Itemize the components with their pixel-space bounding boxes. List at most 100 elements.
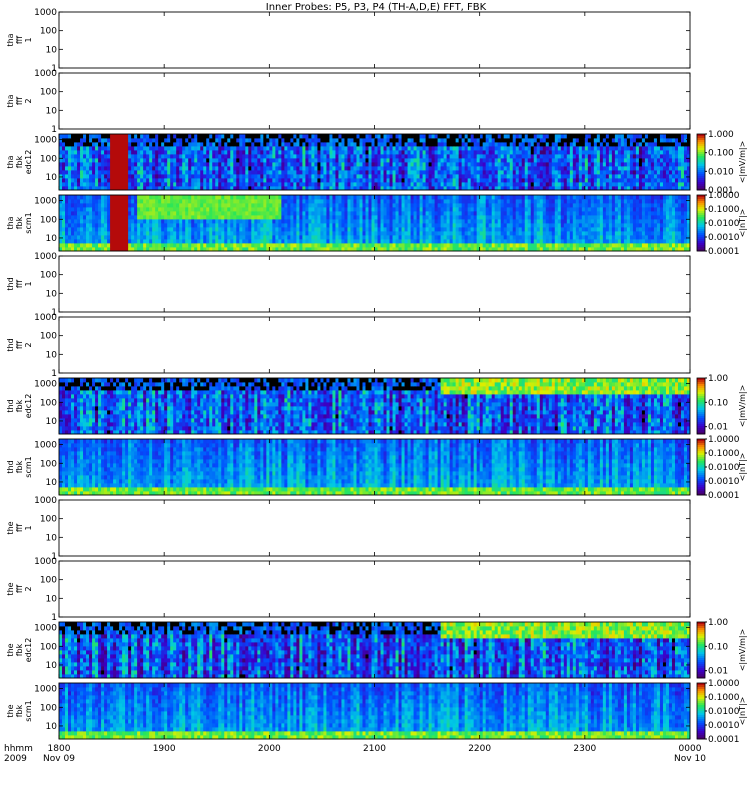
spectrogram-cell [662,223,667,228]
spectrogram-cell [575,166,580,171]
spectrogram-cell [116,146,120,151]
spectrogram-cell [326,134,330,139]
spectrogram-cell [662,142,667,147]
spectrogram-cell [362,134,366,139]
colorbar-swatch [697,134,705,137]
spectrogram-cell [590,174,595,179]
spectrogram-cell [545,186,550,191]
spectrogram-cell [608,154,613,159]
spectrogram-cell [563,239,568,244]
spectrogram-cell [623,227,628,232]
spectrogram-cell [671,174,676,179]
spectrogram-cell [248,170,252,175]
spectrogram-cell [113,134,117,139]
spectrogram-cell [167,146,171,151]
spectrogram-cell [518,223,523,228]
spectrogram-cell [101,154,105,159]
spectrogram-cell [632,146,637,151]
spectrogram-cell [248,146,252,151]
spectrogram-cell [260,239,264,244]
spectrogram-cell [59,211,63,216]
spectrogram-cell [668,239,673,244]
spectrogram-cell [503,146,508,151]
spectrogram-cell [275,227,279,232]
spectrogram-cell [122,162,126,167]
spectrogram-cell [623,219,628,224]
spectrogram-cell [119,162,123,167]
spectrogram-cell [281,235,285,240]
spectrogram-cell [149,146,153,151]
spectrogram-cell [608,170,613,175]
spectrogram-cell [530,138,535,143]
spectrogram-cell [146,247,150,252]
spectrogram-cell [647,170,652,175]
spectrogram-cell [464,150,469,155]
spectrogram-cell [593,186,598,191]
spectrogram-cell [521,223,526,228]
spectrogram-cell [410,223,414,228]
spectrogram-cell [134,182,138,187]
spectrogram-cell [269,178,273,183]
spectrogram-cell [479,142,484,147]
spectrogram-cell [386,166,390,171]
spectrogram-cell [566,227,571,232]
spectrogram-cell [443,219,448,224]
spectrogram-cell [641,178,646,183]
spectrogram-cell [239,235,243,240]
spectrogram-cell [110,239,114,244]
spectrogram-cell [92,182,96,187]
spectrogram-cell [512,158,517,163]
spectrogram-cell [335,134,339,139]
spectrogram-cell [161,146,165,151]
spectrogram-cell [392,235,396,240]
spectrogram-cell [131,231,135,236]
spectrogram-cell [272,182,276,187]
spectrogram-cell [335,158,339,163]
spectrogram-cell [518,170,523,175]
spectrogram-cell [425,170,429,175]
spectrogram-cell [173,138,177,143]
spectrogram-cell [350,146,354,151]
spectrogram-cell [674,166,679,171]
spectrogram-cell [581,166,586,171]
spectrogram-cell [467,178,472,183]
spectrogram-cell [368,146,372,151]
spectrogram-cell [413,134,417,139]
spectrogram-cell [617,158,622,163]
spectrogram-cell [533,243,538,248]
spectrogram-cell [656,223,661,228]
spectrogram-cell [92,174,96,179]
spectrogram-cell [653,142,658,147]
spectrogram-cell [431,227,435,232]
spectrogram-cell [302,227,306,232]
spectrogram-cell [479,154,484,159]
spectrogram-cell [440,170,444,175]
spectrogram-cell [227,223,231,228]
spectrogram-cell [131,223,135,228]
spectrogram-cell [560,150,565,155]
spectrogram-cell [296,170,300,175]
spectrogram-cell [116,211,120,216]
spectrogram-cell [566,154,571,159]
spectrogram-cell [251,134,255,139]
spectrogram-cell [674,178,679,183]
spectrogram-cell [491,182,496,187]
spectrogram-cell [551,162,556,167]
spectrogram-cell [131,166,135,171]
spectrogram-cell [428,154,432,159]
spectrogram-cell [233,162,237,167]
spectrogram-cell [335,186,339,191]
spectrogram-cell [173,178,177,183]
spectrogram-cell [158,235,162,240]
spectrogram-cell [347,142,351,147]
spectrogram-cell [215,243,219,248]
spectrogram-cell [455,162,460,167]
spectrogram-cell [404,166,408,171]
spectrogram-cell [650,138,655,143]
colorbar-swatch [697,156,705,159]
spectrogram-cell [422,223,426,228]
spectrogram-cell [248,243,252,248]
spectrogram-cell [170,138,174,143]
spectrogram-cell [392,223,396,228]
spectrogram-cell [275,247,279,252]
